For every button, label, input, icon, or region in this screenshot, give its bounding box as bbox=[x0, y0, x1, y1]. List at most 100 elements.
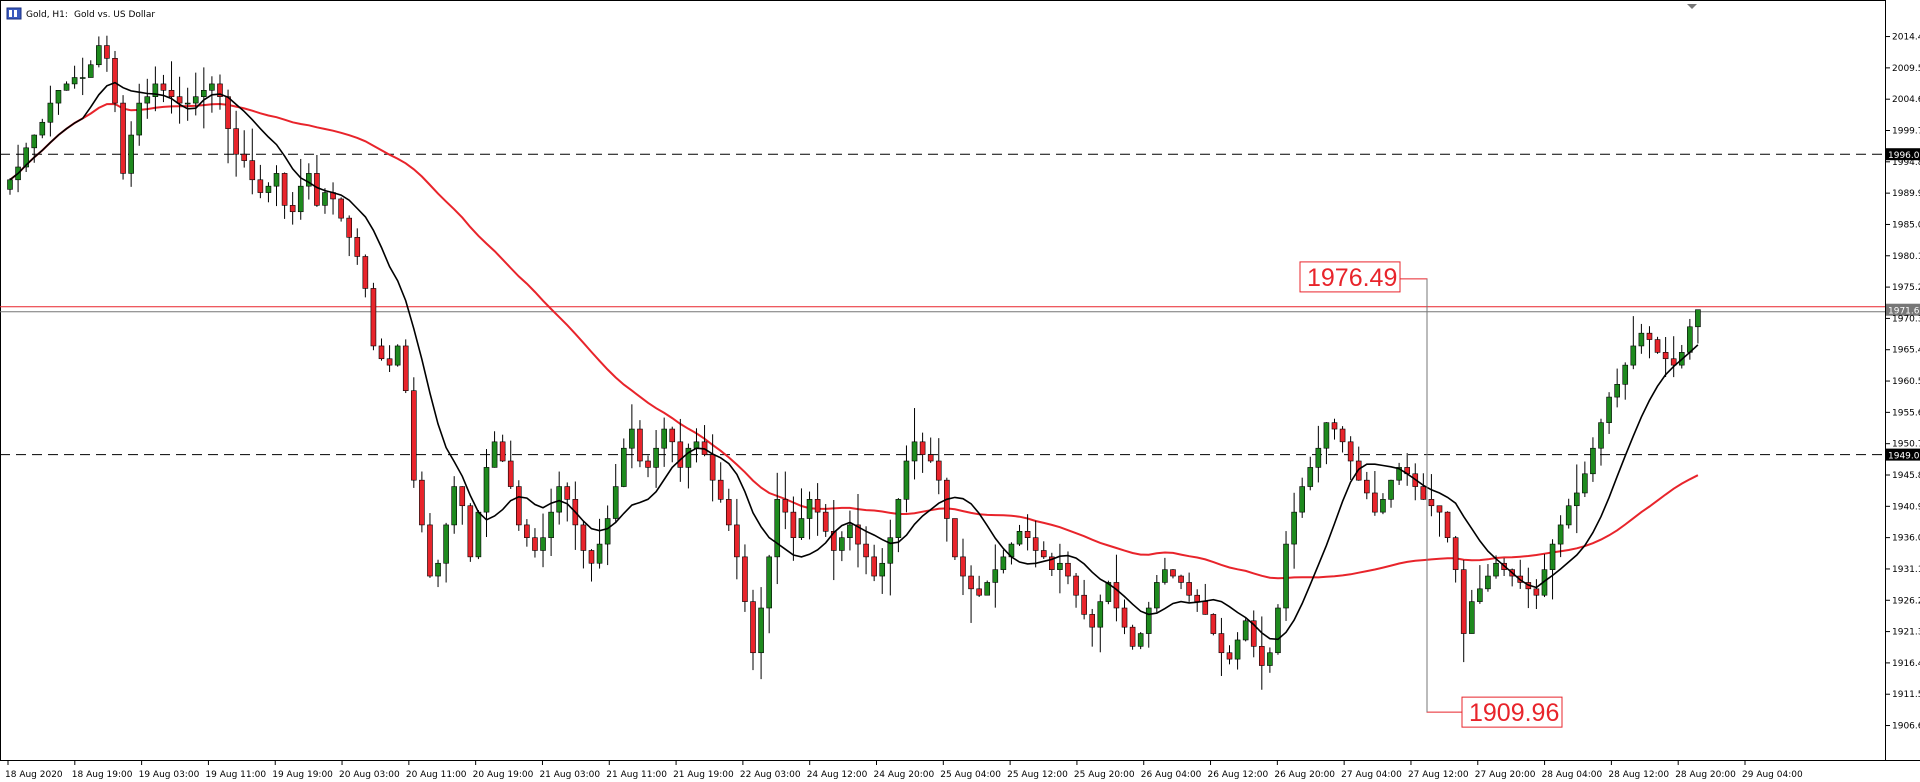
candle bbox=[217, 74, 223, 110]
candle bbox=[968, 565, 974, 623]
candle bbox=[451, 476, 457, 534]
candle bbox=[1582, 461, 1588, 498]
candle bbox=[1646, 326, 1653, 359]
candle bbox=[1113, 554, 1120, 622]
candle bbox=[669, 426, 676, 463]
candle bbox=[661, 417, 667, 467]
time-tick-label: 26 Aug 20:00 bbox=[1274, 770, 1335, 780]
price-annotations: 1976.49 1909.96 bbox=[1299, 261, 1563, 728]
price-tick-label: 1936.01 bbox=[1892, 534, 1920, 544]
candle bbox=[1590, 437, 1596, 482]
candle bbox=[297, 158, 304, 220]
candle bbox=[1097, 594, 1104, 653]
candle bbox=[1178, 574, 1184, 590]
candle bbox=[499, 434, 506, 463]
candle bbox=[402, 339, 409, 394]
candlestick-series bbox=[7, 35, 1701, 690]
candle bbox=[1517, 559, 1524, 589]
candle bbox=[629, 404, 635, 469]
annotation-low-box[interactable] bbox=[1461, 696, 1563, 728]
candle bbox=[346, 215, 353, 257]
candle bbox=[1404, 453, 1410, 486]
time-tick-label: 29 Aug 04:00 bbox=[1742, 770, 1803, 780]
candle bbox=[378, 338, 385, 361]
candle bbox=[386, 345, 393, 372]
price-tick-label: 1960.51 bbox=[1892, 377, 1920, 387]
candle bbox=[1485, 564, 1491, 592]
price-tick-label: 1940.91 bbox=[1892, 502, 1920, 512]
candle bbox=[354, 228, 361, 265]
time-axis[interactable]: 18 Aug 2020 18 Aug 19:00 19 Aug 03:00 19 Au… bbox=[5, 760, 1803, 780]
candle bbox=[1250, 610, 1257, 658]
candle bbox=[790, 496, 797, 561]
candle bbox=[1315, 425, 1322, 483]
candle bbox=[1606, 392, 1612, 434]
candle bbox=[176, 76, 183, 124]
candle bbox=[1186, 572, 1192, 602]
candle bbox=[1049, 552, 1055, 577]
candle bbox=[927, 437, 934, 463]
candle bbox=[435, 559, 441, 588]
price-tick-label: 1916.41 bbox=[1892, 659, 1920, 669]
time-tick-label: 20 Aug 03:00 bbox=[339, 770, 400, 780]
candle bbox=[1630, 316, 1637, 370]
candle bbox=[1420, 473, 1427, 500]
candle bbox=[1364, 471, 1370, 500]
candle bbox=[879, 548, 886, 594]
symbol-label: Gold, H1: bbox=[26, 10, 68, 20]
price-axis[interactable]: 2014.41 2009.51 2004.61 1999.71 1994.81 1989.… bbox=[1885, 33, 1920, 732]
candle bbox=[580, 520, 587, 569]
candle bbox=[201, 67, 207, 129]
candle bbox=[1267, 647, 1273, 673]
candle bbox=[1299, 477, 1305, 518]
candle bbox=[459, 486, 466, 525]
candle bbox=[160, 74, 167, 103]
candle bbox=[104, 35, 110, 72]
time-tick-label: 28 Aug 04:00 bbox=[1542, 770, 1603, 780]
candle bbox=[1428, 474, 1435, 517]
candle bbox=[637, 420, 643, 468]
time-tick-label: 18 Aug 2020 bbox=[5, 770, 63, 780]
candle bbox=[1557, 515, 1564, 558]
candle bbox=[806, 491, 813, 540]
candle bbox=[1218, 617, 1225, 676]
time-tick-label: 19 Aug 11:00 bbox=[205, 770, 266, 780]
moving-average-slow-line bbox=[9, 102, 1699, 580]
level-price-tag bbox=[1886, 448, 1920, 461]
time-tick-label: 28 Aug 20:00 bbox=[1675, 770, 1736, 780]
price-tick-label: 1985.01 bbox=[1892, 220, 1920, 230]
candle bbox=[475, 510, 482, 560]
candle bbox=[919, 432, 926, 473]
candle bbox=[273, 165, 280, 207]
candle bbox=[1565, 498, 1572, 529]
candle bbox=[71, 65, 78, 89]
candle bbox=[1291, 492, 1297, 569]
level-price-tag-label: 1996.00 bbox=[1888, 151, 1920, 161]
candle bbox=[524, 519, 530, 547]
scroll-shift-marker-icon[interactable] bbox=[1687, 4, 1697, 9]
candle bbox=[249, 128, 256, 195]
candle bbox=[564, 482, 571, 522]
candle bbox=[87, 60, 94, 78]
candle bbox=[1089, 608, 1096, 647]
candle bbox=[120, 95, 126, 180]
candle bbox=[1573, 464, 1580, 534]
candle bbox=[903, 445, 910, 513]
candle bbox=[1638, 323, 1645, 354]
candle bbox=[1452, 535, 1459, 583]
candle bbox=[370, 282, 377, 351]
candle bbox=[1242, 618, 1249, 642]
candle bbox=[1468, 589, 1475, 634]
candle bbox=[725, 488, 732, 531]
annotation-high-box[interactable] bbox=[1299, 261, 1401, 293]
candle bbox=[588, 549, 595, 582]
candle bbox=[1654, 336, 1661, 354]
price-tick-label: 1926.21 bbox=[1892, 596, 1920, 606]
candle bbox=[944, 477, 950, 542]
price-tick-label: 1994.81 bbox=[1892, 158, 1920, 168]
candle bbox=[314, 154, 320, 207]
moving-average-slow-path bbox=[9, 102, 1699, 580]
candle bbox=[653, 430, 659, 488]
candle bbox=[1444, 511, 1451, 543]
